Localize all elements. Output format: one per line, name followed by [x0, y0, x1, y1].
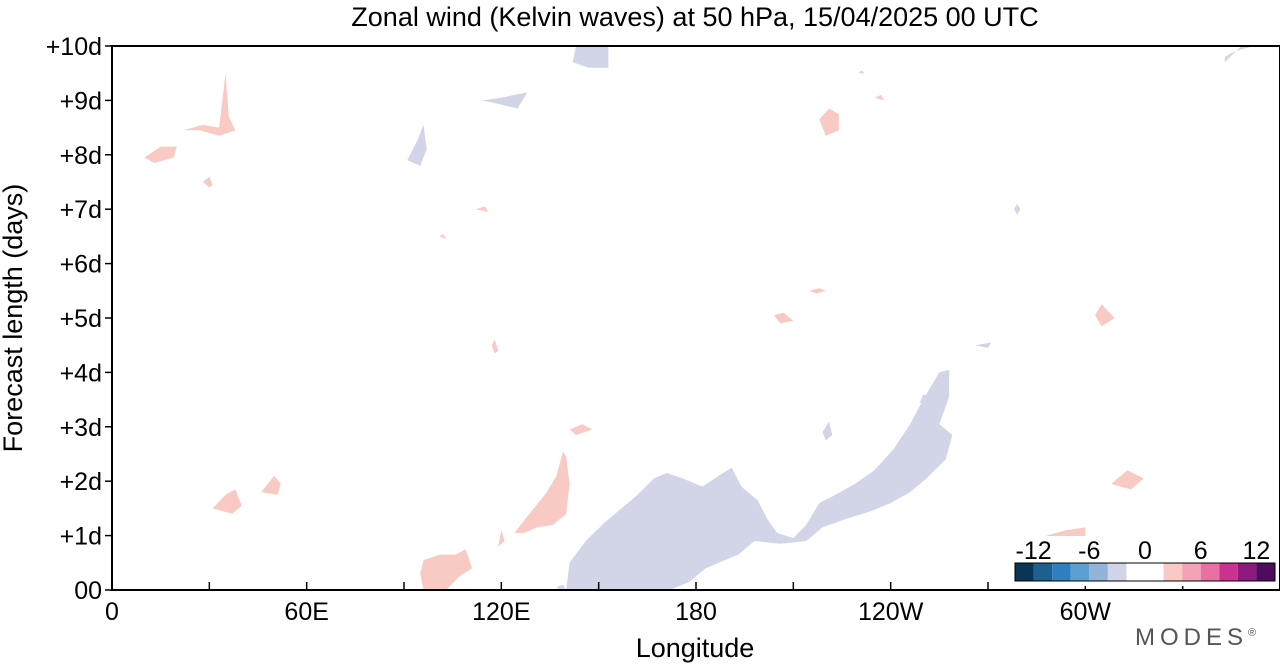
westerly-anomaly-region-15	[212, 489, 242, 514]
chart-title: Zonal wind (Kelvin waves) at 50 hPa, 15/…	[351, 2, 1038, 32]
x-tick-label: 120E	[472, 598, 530, 626]
easterly-anomaly-region-6	[407, 124, 427, 166]
colorbar-label: -6	[1078, 537, 1100, 565]
colorbar-swatch-3	[1070, 563, 1090, 581]
westerly-anomaly-region-30	[475, 206, 489, 212]
brand-mark: ®	[1248, 627, 1257, 639]
easterly-anomaly-region-7	[1224, 46, 1254, 63]
easterly-anomaly-region-9	[975, 342, 992, 348]
colorbar-swatch-0	[1015, 563, 1034, 581]
westerly-anomaly-region-27	[874, 95, 885, 101]
y-tick-label: +1d	[60, 523, 102, 551]
easterly-anomaly-region-2	[919, 394, 930, 411]
y-tick-label: +2d	[60, 468, 102, 496]
colorbar-label: 12	[1243, 537, 1271, 565]
easterly-anomaly-region-4	[572, 46, 609, 68]
easterly-anomaly-region-0	[566, 369, 953, 590]
colorbar-swatch-1	[1033, 563, 1053, 581]
colorbar-swatch-8	[1163, 563, 1183, 581]
plot-regions	[144, 46, 1254, 590]
colorbar-label: 6	[1194, 537, 1208, 565]
y-tick-label: +3d	[60, 414, 102, 442]
y-axis-label: Forecast length (days)	[0, 184, 28, 453]
y-axis: 00 +1d +2d +3d +4d +5d +6d +7d +8d +9d +10d	[46, 33, 112, 605]
colorbar-swatch-13	[1256, 563, 1275, 581]
y-tick-label: +6d	[60, 251, 102, 279]
westerly-anomaly-region-22	[809, 288, 826, 294]
westerly-anomaly-region-21	[773, 312, 794, 324]
colorbar-swatch-5	[1107, 563, 1127, 581]
colorbar-outline	[1014, 562, 1276, 582]
x-tick-label: 120W	[858, 598, 924, 626]
y-tick-label: +8d	[60, 142, 102, 170]
westerly-anomaly-region-12	[498, 530, 505, 547]
westerly-anomaly-region-13	[569, 424, 593, 435]
modes-brand-logo: MODES®	[1135, 624, 1256, 652]
colorbar-swatch-11	[1219, 563, 1238, 581]
easterly-anomaly-region-3	[822, 421, 833, 441]
y-tick-label: +4d	[60, 359, 102, 387]
brand-text: MODES	[1135, 624, 1249, 651]
westerly-anomaly-region-17	[144, 146, 177, 163]
westerly-anomaly-region-10	[420, 549, 473, 590]
y-tick-label: +9d	[60, 87, 102, 115]
colorbar-swatch-6	[1126, 563, 1145, 581]
colorbar-swatch-2	[1052, 563, 1071, 581]
colorbar-swatch-12	[1237, 563, 1257, 581]
easterly-anomaly-region-1	[556, 584, 567, 590]
colorbar-label: 0	[1138, 537, 1152, 565]
y-tick-label: +10d	[46, 33, 102, 61]
x-axis: 0 60E 120E 180 120W 60W	[105, 582, 1280, 626]
colorbar-swatch-10	[1200, 563, 1220, 581]
westerly-anomaly-region-14	[491, 339, 499, 354]
colorbar-swatch-7	[1145, 563, 1164, 581]
easterly-anomaly-region-5	[481, 92, 528, 109]
x-tick-label: 180	[675, 598, 717, 626]
colorbar-legend: -12 -6 0 6 12	[1011, 536, 1279, 586]
x-axis-label: Longitude	[636, 633, 755, 663]
x-tick-label: 60E	[284, 598, 328, 626]
westerly-anomaly-region-20	[819, 108, 839, 136]
westerly-anomaly-region-23	[1095, 304, 1115, 327]
westerly-anomaly-region-19	[202, 176, 213, 188]
westerly-anomaly-region-26	[1046, 527, 1086, 539]
westerly-anomaly-region-11	[514, 451, 570, 533]
x-tick-label: 0	[105, 598, 119, 626]
colorbar-swatch-9	[1182, 563, 1201, 581]
westerly-anomaly-region-16	[261, 475, 281, 495]
easterly-anomaly-region-8	[1014, 203, 1021, 215]
y-tick-label: 00	[74, 577, 102, 605]
y-tick-label: +5d	[60, 305, 102, 333]
westerly-anomaly-region-24	[1111, 470, 1144, 490]
colorbar-label: -12	[1016, 537, 1052, 565]
westerly-anomaly-region-18	[183, 73, 236, 136]
colorbar-swatch-4	[1089, 563, 1108, 581]
westerly-anomaly-region-28	[858, 70, 865, 74]
x-tick-label: 60W	[1060, 598, 1112, 626]
y-tick-label: +7d	[60, 196, 102, 224]
westerly-anomaly-region-29	[439, 233, 447, 240]
